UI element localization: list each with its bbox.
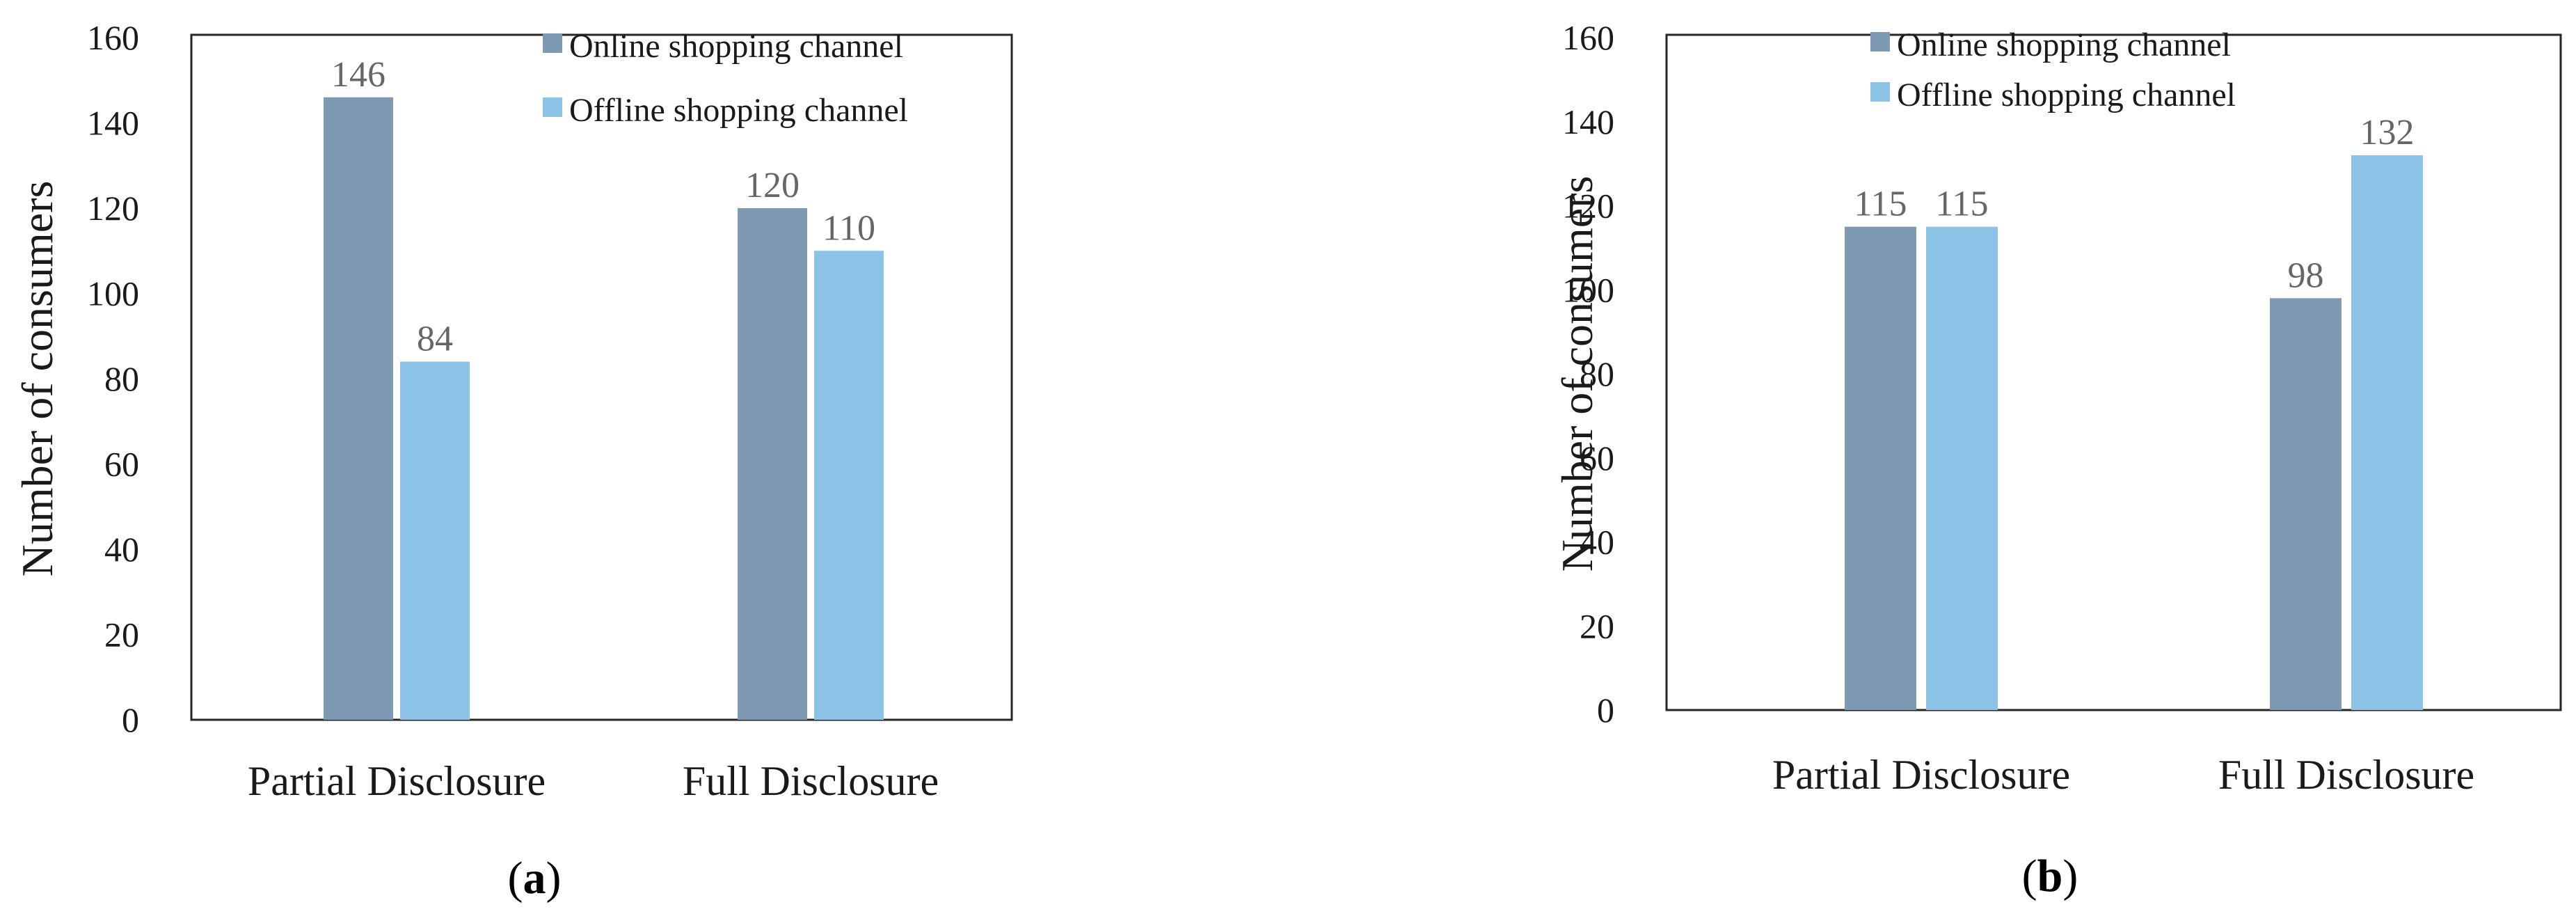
subfigure-caption: (b) — [2022, 851, 2078, 901]
bar-online — [324, 97, 393, 720]
y-tick-label: 100 — [1562, 270, 1614, 309]
legend: Online shopping channel Offline shopping … — [1870, 26, 2236, 113]
y-tick-label: 120 — [87, 189, 139, 228]
bar-offline — [400, 361, 470, 720]
chart-b: 0 20 40 60 80 100 120 140 160 Number of consumers… — [1552, 18, 2562, 901]
caption-open-paren: ( — [2022, 851, 2037, 901]
y-tick-label: 140 — [1562, 102, 1614, 141]
y-tick-label: 0 — [122, 700, 139, 739]
legend-swatch — [1870, 32, 1890, 52]
bar-online — [2270, 298, 2342, 710]
caption-letter: a — [523, 853, 546, 904]
y-tick-label: 160 — [1562, 18, 1614, 57]
y-tick-label: 80 — [104, 359, 139, 398]
chart-a: 0 20 40 60 80 100 120 140 160 Number of consumers… — [13, 18, 1013, 904]
y-tick-label: 20 — [1580, 606, 1614, 645]
y-axis-title: Number of consumers — [1552, 176, 1602, 572]
data-label: 115 — [1935, 184, 1988, 224]
y-axis-title: Number of consumers — [13, 181, 62, 577]
legend-label: Online shopping channel — [1897, 26, 2231, 63]
data-label: 132 — [2360, 113, 2415, 152]
legend: Online shopping channel Offline shopping … — [543, 28, 908, 129]
y-tick-label: 60 — [104, 445, 139, 484]
y-tick-label: 80 — [1580, 354, 1614, 393]
subfigure-caption: (a) — [508, 853, 562, 904]
bar-offline — [814, 251, 884, 720]
caption-letter: b — [2037, 851, 2063, 901]
x-category-label: Full Disclosure — [683, 758, 939, 804]
legend-label: Online shopping channel — [569, 28, 903, 65]
data-label: 98 — [2288, 255, 2324, 295]
bar-offline — [2351, 155, 2423, 711]
x-category-label: Full Disclosure — [2218, 752, 2474, 798]
y-tick-label: 100 — [87, 274, 139, 313]
legend-swatch — [543, 97, 562, 117]
data-label: 120 — [745, 166, 800, 205]
data-label: 146 — [331, 55, 385, 95]
plot-area-frame — [1665, 33, 2562, 711]
legend-label: Offline shopping channel — [1897, 77, 2236, 113]
y-tick-label: 0 — [1597, 691, 1614, 730]
y-tick-label: 140 — [87, 104, 139, 143]
data-label: 84 — [417, 320, 453, 359]
caption-close-paren: ) — [546, 853, 562, 904]
legend-swatch — [1870, 82, 1890, 102]
x-category-label: Partial Disclosure — [248, 758, 546, 804]
data-label: 115 — [1854, 184, 1907, 224]
bar-online — [1845, 226, 1916, 710]
legend-swatch — [543, 33, 562, 53]
caption-open-paren: ( — [508, 853, 523, 904]
x-category-label: Partial Disclosure — [1772, 752, 2070, 798]
y-tick-label: 20 — [104, 615, 139, 654]
y-tick-label: 160 — [87, 18, 139, 57]
y-tick-label: 120 — [1562, 187, 1614, 226]
caption-close-paren: ) — [2062, 851, 2078, 901]
y-tick-label: 40 — [1580, 523, 1614, 562]
data-label: 110 — [822, 208, 875, 248]
plot-area-frame — [190, 33, 1013, 721]
y-tick-label: 60 — [1580, 439, 1614, 478]
bar-offline — [1926, 226, 1998, 710]
legend-label: Offline shopping channel — [569, 92, 908, 129]
y-tick-label: 40 — [104, 530, 139, 569]
bar-online — [738, 208, 807, 720]
